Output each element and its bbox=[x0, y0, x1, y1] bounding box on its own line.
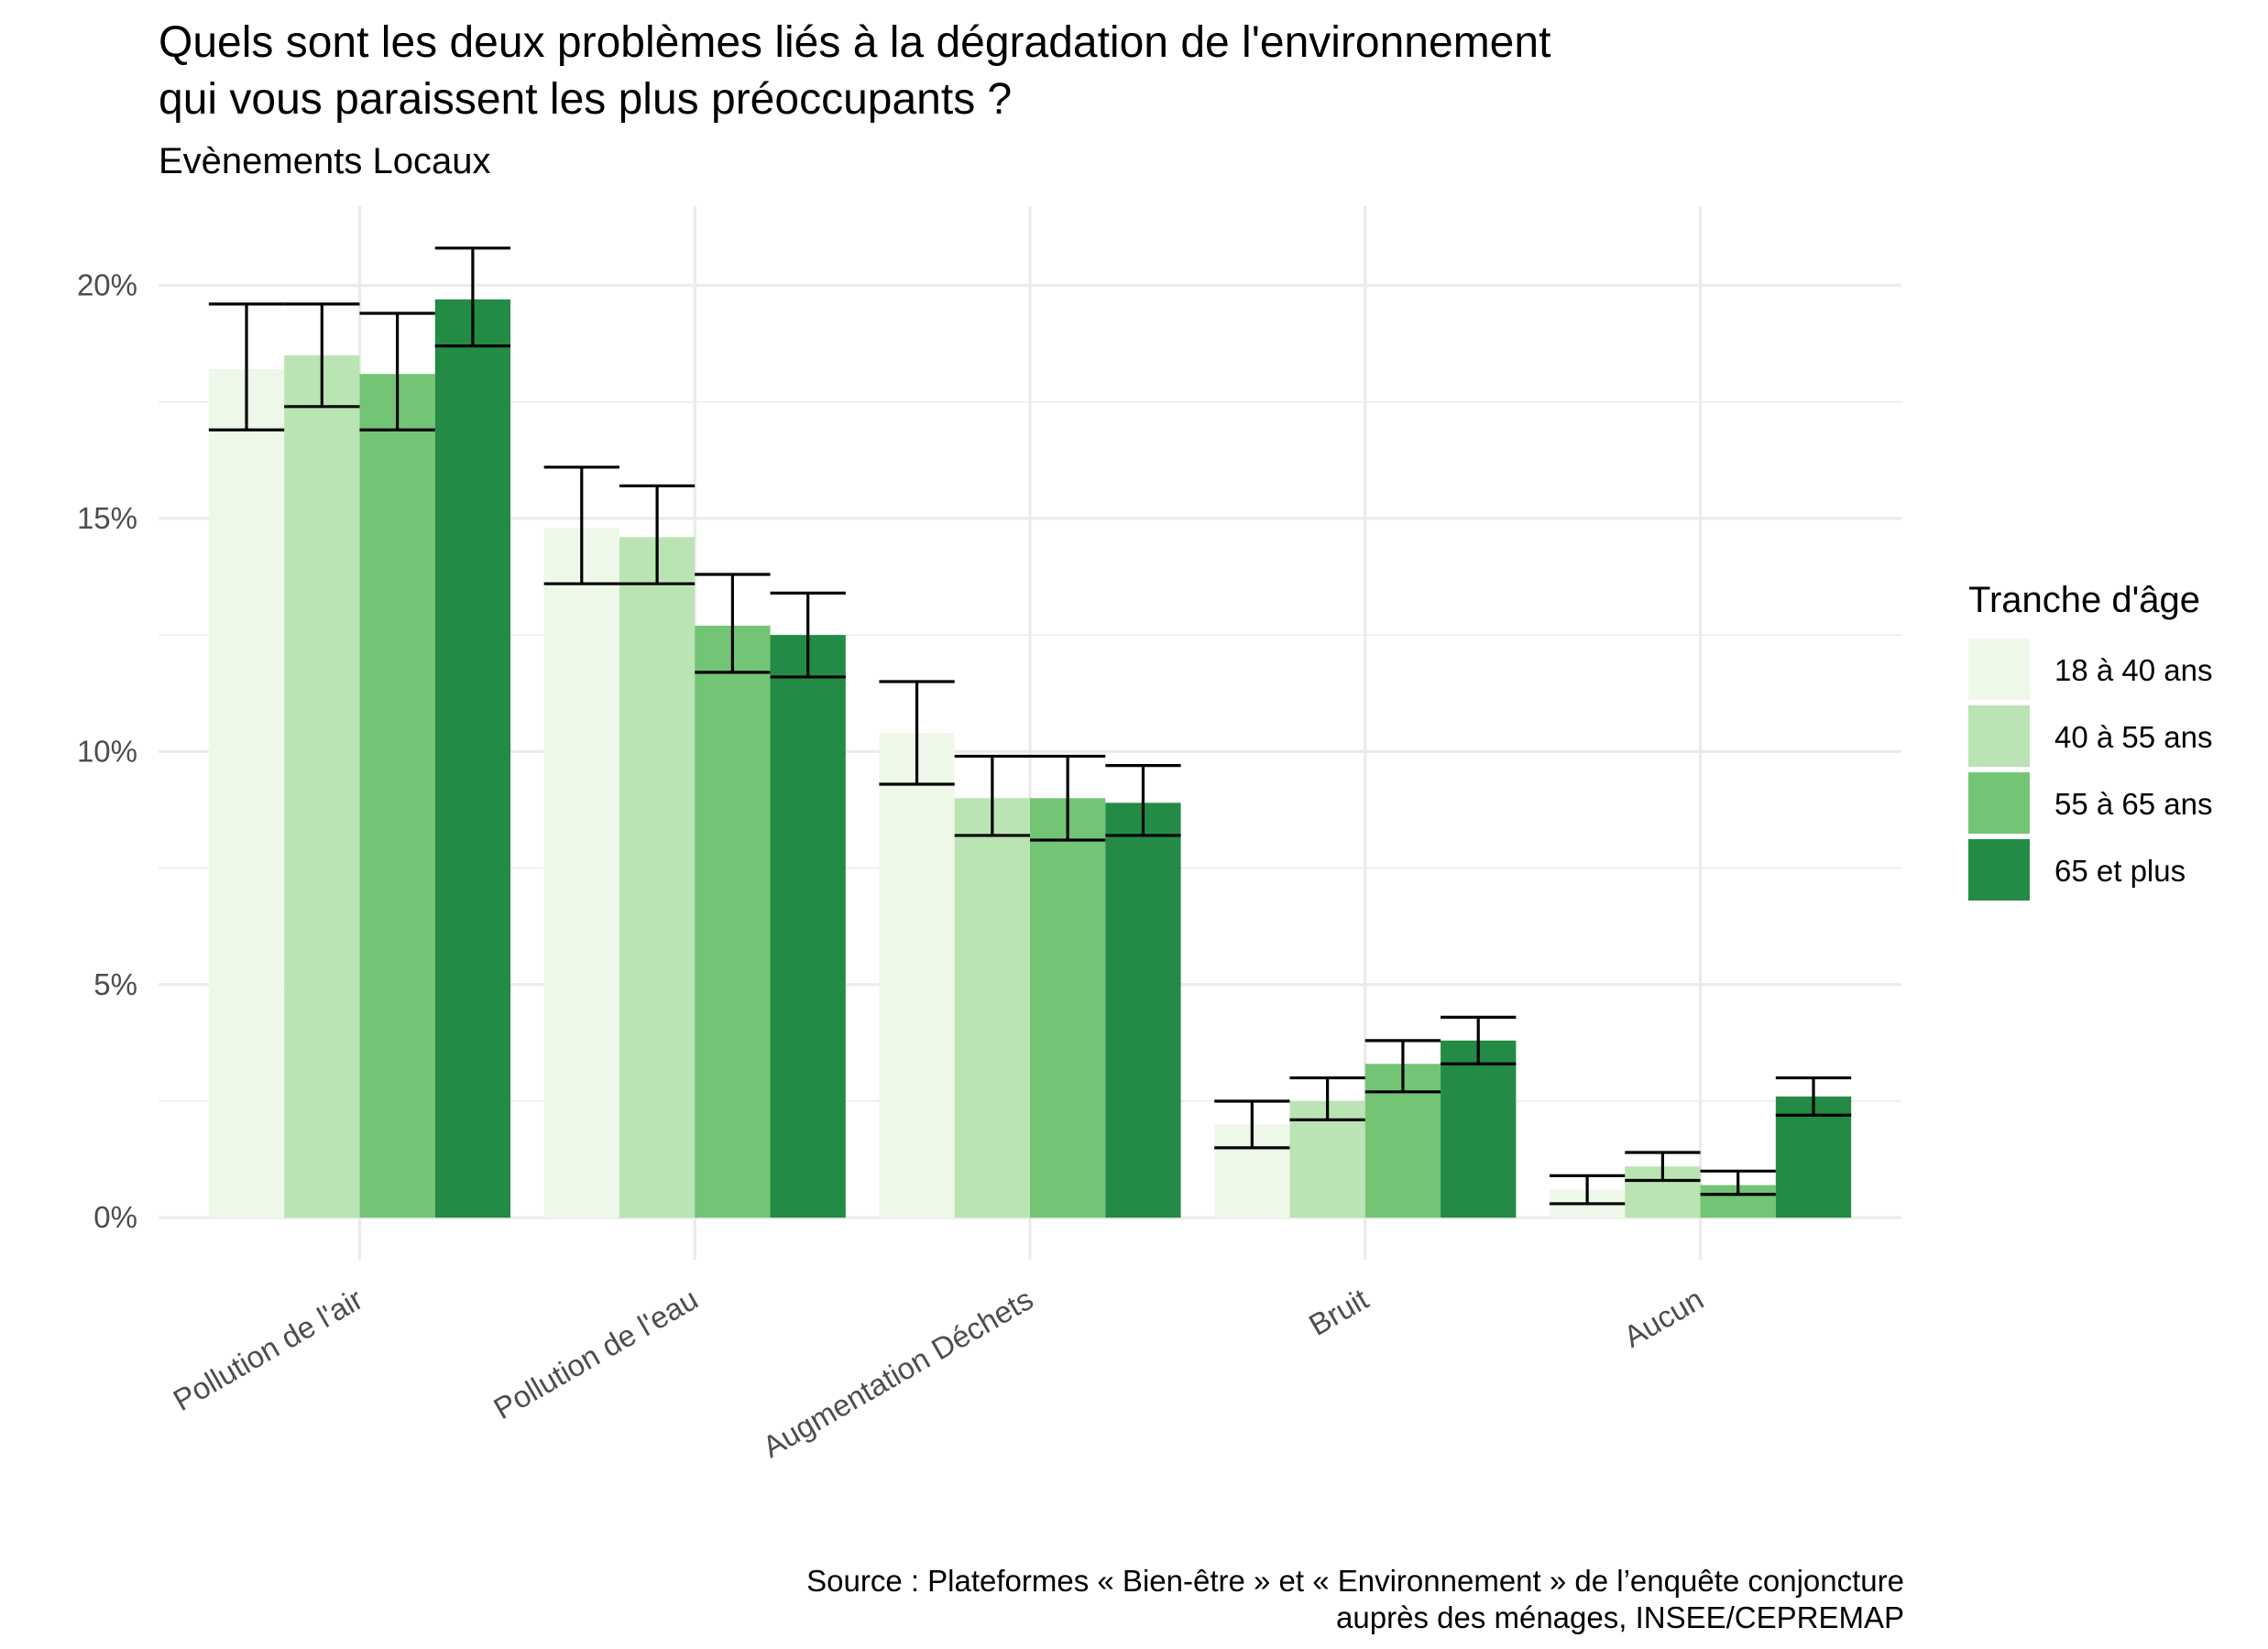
legend: Tranche d'âge 18 à 40 ans 40 à 55 ans 55 à… bbox=[1968, 580, 2212, 901]
legend-label: 18 à 40 ans bbox=[2054, 653, 2212, 687]
x-tick-label: Pollution de l'eau bbox=[488, 1282, 703, 1425]
bar bbox=[1441, 1040, 1517, 1218]
bar bbox=[434, 299, 511, 1218]
y-tick-label: 20% bbox=[77, 268, 137, 302]
error-bar bbox=[434, 246, 511, 348]
y-axis: 0% 5% 10% 15% 20% bbox=[77, 268, 137, 1235]
error-bar bbox=[1549, 1174, 1626, 1206]
error-bar bbox=[1441, 1015, 1517, 1065]
error-bar bbox=[543, 465, 619, 585]
x-tick-label: Augmentation Déchets bbox=[757, 1282, 1039, 1464]
y-tick-label: 0% bbox=[93, 1200, 137, 1234]
error-bar bbox=[284, 302, 360, 409]
error-bar bbox=[1700, 1169, 1776, 1196]
x-tick-label: Aucun bbox=[1617, 1282, 1709, 1354]
error-bars bbox=[208, 246, 1852, 1206]
error-bar bbox=[1030, 754, 1106, 842]
bar bbox=[879, 733, 955, 1218]
x-tick-label: Pollution de l'air bbox=[168, 1282, 368, 1417]
bar bbox=[770, 635, 846, 1218]
legend-swatch bbox=[1968, 639, 2030, 700]
bar bbox=[954, 798, 1030, 1218]
chart-title-line: Quels sont les deux problèmes liés à la … bbox=[159, 18, 1550, 67]
y-tick-label: 10% bbox=[77, 734, 137, 768]
bar bbox=[208, 369, 285, 1218]
legend-swatch bbox=[1968, 772, 2030, 834]
error-bar bbox=[619, 484, 696, 585]
error-bar bbox=[208, 302, 285, 431]
caption-line: Source : Plateformes « Bien-être » et « … bbox=[806, 1564, 1904, 1598]
bar bbox=[543, 528, 619, 1218]
error-bar bbox=[1775, 1076, 1852, 1117]
x-axis: Pollution de l'air Pollution de l'eau Augm… bbox=[168, 1282, 1709, 1464]
y-tick-label: 5% bbox=[93, 967, 137, 1001]
error-bar bbox=[695, 573, 771, 674]
error-bar bbox=[1289, 1076, 1365, 1121]
bars bbox=[208, 299, 1852, 1218]
error-bar bbox=[1105, 764, 1181, 837]
legend-label: 65 et plus bbox=[2054, 854, 2186, 888]
legend-label: 40 à 55 ans bbox=[2054, 720, 2212, 754]
bar bbox=[284, 355, 360, 1218]
error-bar bbox=[770, 591, 846, 679]
chart-title: Quels sont les deux problèmes liés à la … bbox=[159, 18, 1550, 124]
legend-title: Tranche d'âge bbox=[1968, 580, 2200, 620]
error-bar bbox=[879, 680, 955, 786]
error-bar bbox=[359, 311, 435, 431]
bar bbox=[695, 625, 771, 1218]
y-tick-label: 15% bbox=[77, 501, 137, 535]
chart-caption: Source : Plateformes « Bien-être » et « … bbox=[806, 1564, 1904, 1634]
bar bbox=[1775, 1096, 1852, 1218]
error-bar bbox=[954, 754, 1030, 837]
chart-subtitle: Evènements Locaux bbox=[159, 141, 490, 181]
error-bar bbox=[1364, 1039, 1441, 1094]
bar bbox=[359, 374, 435, 1218]
bar bbox=[1105, 803, 1181, 1218]
x-tick-label: Bruit bbox=[1303, 1282, 1374, 1342]
legend-swatch bbox=[1968, 705, 2030, 767]
bar bbox=[619, 537, 696, 1218]
caption-line: auprès des ménages, INSEE/CEPREMAP bbox=[1336, 1600, 1904, 1634]
bar bbox=[1030, 798, 1106, 1218]
legend-label: 55 à 65 ans bbox=[2054, 787, 2212, 821]
chart-title-line: qui vous paraissent les plus préoccupant… bbox=[159, 75, 1012, 124]
error-bar bbox=[1214, 1099, 1290, 1150]
error-bar bbox=[1625, 1151, 1701, 1183]
legend-swatch bbox=[1968, 839, 2030, 901]
